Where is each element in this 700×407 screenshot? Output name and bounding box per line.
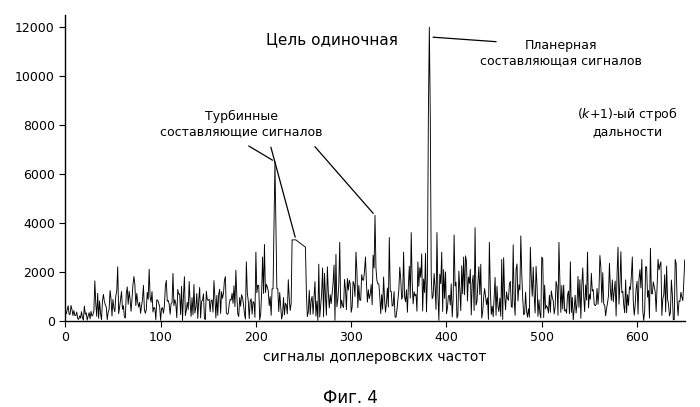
Text: Цель одиночная: Цель одиночная <box>266 32 398 47</box>
Text: Планерная
составляющая сигналов: Планерная составляющая сигналов <box>480 39 642 68</box>
X-axis label: сигналы доплеровских частот: сигналы доплеровских частот <box>263 350 486 363</box>
Text: Турбинные
составляющие сигналов: Турбинные составляющие сигналов <box>160 110 323 138</box>
Text: Фиг. 4: Фиг. 4 <box>323 389 377 407</box>
Text: $(\mathit{k}$+1)-ый строб
дальности: $(\mathit{k}$+1)-ый строб дальности <box>578 105 678 138</box>
